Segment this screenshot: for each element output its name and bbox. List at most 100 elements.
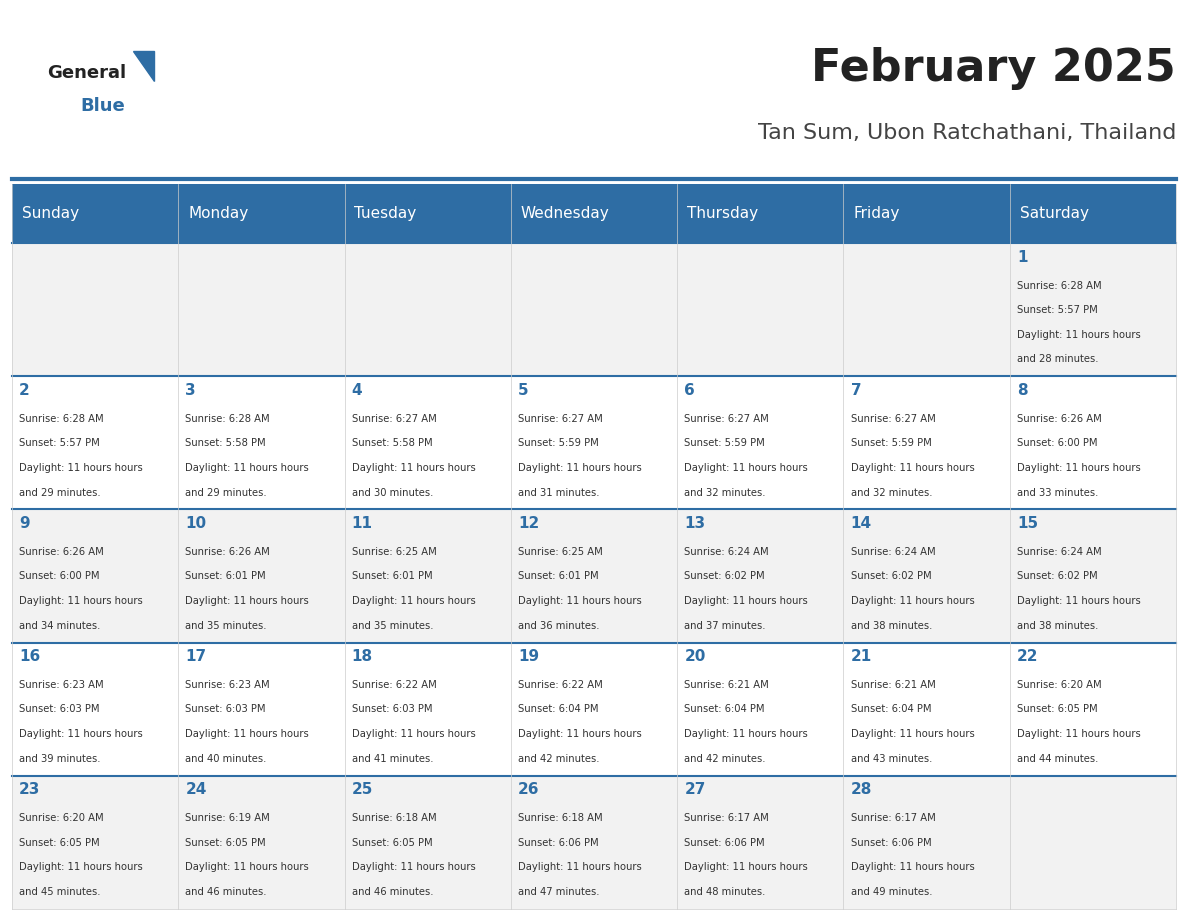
Text: Sunrise: 6:20 AM: Sunrise: 6:20 AM [1017, 680, 1101, 689]
Text: Saturday: Saturday [1019, 206, 1088, 221]
Text: Tan Sum, Ubon Ratchathani, Thailand: Tan Sum, Ubon Ratchathani, Thailand [758, 123, 1176, 143]
Text: Daylight: 11 hours hours: Daylight: 11 hours hours [352, 596, 475, 606]
Text: Blue: Blue [81, 96, 126, 115]
Text: and 43 minutes.: and 43 minutes. [851, 754, 931, 764]
Text: Sunrise: 6:20 AM: Sunrise: 6:20 AM [19, 813, 103, 823]
Bar [1010, 243, 1176, 376]
Bar [511, 184, 677, 243]
Bar [345, 643, 511, 776]
Bar [843, 643, 1010, 776]
Text: Sunrise: 6:22 AM: Sunrise: 6:22 AM [352, 680, 436, 689]
Text: Sunset: 6:06 PM: Sunset: 6:06 PM [684, 837, 765, 847]
Text: Sunday: Sunday [21, 206, 78, 221]
Text: and 45 minutes.: and 45 minutes. [19, 887, 101, 897]
Bar [345, 184, 511, 243]
Text: 27: 27 [684, 782, 706, 798]
Bar [843, 776, 1010, 909]
Text: Daylight: 11 hours hours: Daylight: 11 hours hours [19, 463, 143, 473]
Text: Sunset: 6:03 PM: Sunset: 6:03 PM [185, 704, 266, 714]
Text: Daylight: 11 hours hours: Daylight: 11 hours hours [352, 729, 475, 739]
Bar [677, 184, 843, 243]
Bar [1010, 776, 1176, 909]
Text: and 35 minutes.: and 35 minutes. [185, 621, 267, 631]
Text: 5: 5 [518, 383, 529, 398]
Text: Sunrise: 6:27 AM: Sunrise: 6:27 AM [518, 414, 602, 423]
Text: Sunrise: 6:25 AM: Sunrise: 6:25 AM [518, 547, 602, 556]
Polygon shape [133, 51, 154, 81]
Bar [1010, 376, 1176, 509]
Text: Daylight: 11 hours hours: Daylight: 11 hours hours [1017, 596, 1140, 606]
Text: Daylight: 11 hours hours: Daylight: 11 hours hours [851, 463, 974, 473]
Bar [12, 509, 178, 643]
Text: Sunset: 6:02 PM: Sunset: 6:02 PM [684, 571, 765, 581]
Text: and 40 minutes.: and 40 minutes. [185, 754, 266, 764]
Text: 21: 21 [851, 649, 872, 665]
Text: and 29 minutes.: and 29 minutes. [185, 487, 267, 498]
Text: February 2025: February 2025 [811, 48, 1176, 90]
Bar [345, 509, 511, 643]
Bar [178, 509, 345, 643]
Text: Sunset: 6:05 PM: Sunset: 6:05 PM [19, 837, 100, 847]
Text: Sunset: 6:01 PM: Sunset: 6:01 PM [352, 571, 432, 581]
Text: 9: 9 [19, 516, 30, 532]
Text: Sunset: 6:04 PM: Sunset: 6:04 PM [851, 704, 931, 714]
Text: Sunrise: 6:24 AM: Sunrise: 6:24 AM [851, 547, 935, 556]
Bar [677, 643, 843, 776]
Text: Sunrise: 6:18 AM: Sunrise: 6:18 AM [352, 813, 436, 823]
Text: 28: 28 [851, 782, 872, 798]
Text: Daylight: 11 hours hours: Daylight: 11 hours hours [518, 862, 642, 872]
Text: Daylight: 11 hours hours: Daylight: 11 hours hours [684, 596, 808, 606]
Text: Daylight: 11 hours hours: Daylight: 11 hours hours [1017, 463, 1140, 473]
Bar [511, 776, 677, 909]
Text: 14: 14 [851, 516, 872, 532]
Text: Tuesday: Tuesday [354, 206, 417, 221]
Text: and 49 minutes.: and 49 minutes. [851, 887, 933, 897]
Text: Sunset: 6:04 PM: Sunset: 6:04 PM [684, 704, 765, 714]
Text: and 44 minutes.: and 44 minutes. [1017, 754, 1098, 764]
Text: 2: 2 [19, 383, 30, 398]
Text: 10: 10 [185, 516, 207, 532]
Text: Daylight: 11 hours hours: Daylight: 11 hours hours [352, 463, 475, 473]
Text: 1: 1 [1017, 250, 1028, 265]
Bar [677, 376, 843, 509]
Bar [843, 509, 1010, 643]
Text: Sunset: 6:01 PM: Sunset: 6:01 PM [518, 571, 599, 581]
Text: and 48 minutes.: and 48 minutes. [684, 887, 765, 897]
Text: Daylight: 11 hours hours: Daylight: 11 hours hours [518, 596, 642, 606]
Text: and 34 minutes.: and 34 minutes. [19, 621, 100, 631]
Text: 4: 4 [352, 383, 362, 398]
Text: Sunrise: 6:23 AM: Sunrise: 6:23 AM [185, 680, 270, 689]
Text: Sunset: 5:57 PM: Sunset: 5:57 PM [1017, 305, 1098, 315]
Text: Sunrise: 6:27 AM: Sunrise: 6:27 AM [352, 414, 436, 423]
Text: Sunset: 5:59 PM: Sunset: 5:59 PM [851, 438, 931, 448]
Text: 13: 13 [684, 516, 706, 532]
Bar [511, 509, 677, 643]
Text: Daylight: 11 hours hours: Daylight: 11 hours hours [684, 862, 808, 872]
Bar [345, 376, 511, 509]
Text: and 39 minutes.: and 39 minutes. [19, 754, 101, 764]
Bar [843, 243, 1010, 376]
Text: Sunrise: 6:17 AM: Sunrise: 6:17 AM [684, 813, 769, 823]
Text: Sunset: 6:03 PM: Sunset: 6:03 PM [19, 704, 100, 714]
Text: and 38 minutes.: and 38 minutes. [851, 621, 931, 631]
Text: and 38 minutes.: and 38 minutes. [1017, 621, 1098, 631]
Bar [178, 376, 345, 509]
Text: 18: 18 [352, 649, 373, 665]
Text: 3: 3 [185, 383, 196, 398]
Text: 24: 24 [185, 782, 207, 798]
Text: and 32 minutes.: and 32 minutes. [851, 487, 933, 498]
Text: Sunrise: 6:21 AM: Sunrise: 6:21 AM [851, 680, 935, 689]
Text: Daylight: 11 hours hours: Daylight: 11 hours hours [19, 596, 143, 606]
Bar [12, 376, 178, 509]
Text: Daylight: 11 hours hours: Daylight: 11 hours hours [518, 463, 642, 473]
Bar [1010, 184, 1176, 243]
Text: 25: 25 [352, 782, 373, 798]
Text: Sunset: 5:59 PM: Sunset: 5:59 PM [518, 438, 599, 448]
Text: Sunset: 6:03 PM: Sunset: 6:03 PM [352, 704, 432, 714]
Bar [12, 643, 178, 776]
Text: Sunset: 5:57 PM: Sunset: 5:57 PM [19, 438, 100, 448]
Text: Daylight: 11 hours hours: Daylight: 11 hours hours [518, 729, 642, 739]
Text: Daylight: 11 hours hours: Daylight: 11 hours hours [185, 729, 309, 739]
Text: Sunrise: 6:23 AM: Sunrise: 6:23 AM [19, 680, 103, 689]
Text: Daylight: 11 hours hours: Daylight: 11 hours hours [19, 729, 143, 739]
